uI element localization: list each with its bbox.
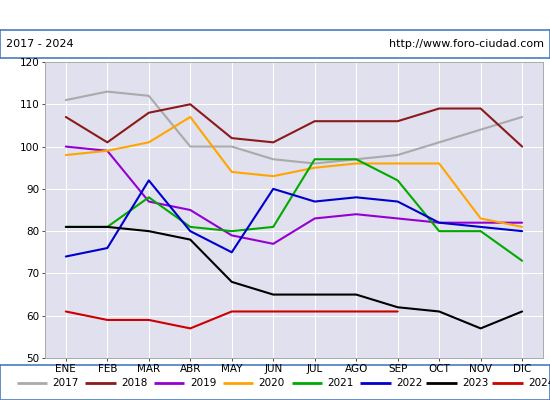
Text: 2022: 2022	[396, 378, 422, 388]
Text: 2023: 2023	[462, 378, 488, 388]
Text: 2017 - 2024: 2017 - 2024	[6, 39, 73, 49]
Text: Evolucion del paro registrado en Ricote: Evolucion del paro registrado en Ricote	[112, 8, 438, 22]
Text: 2021: 2021	[327, 378, 354, 388]
Text: 2024: 2024	[528, 378, 550, 388]
Text: 2017: 2017	[52, 378, 79, 388]
Text: http://www.foro-ciudad.com: http://www.foro-ciudad.com	[389, 39, 544, 49]
Text: 2020: 2020	[258, 378, 285, 388]
Text: 2019: 2019	[190, 378, 216, 388]
Text: 2018: 2018	[121, 378, 147, 388]
